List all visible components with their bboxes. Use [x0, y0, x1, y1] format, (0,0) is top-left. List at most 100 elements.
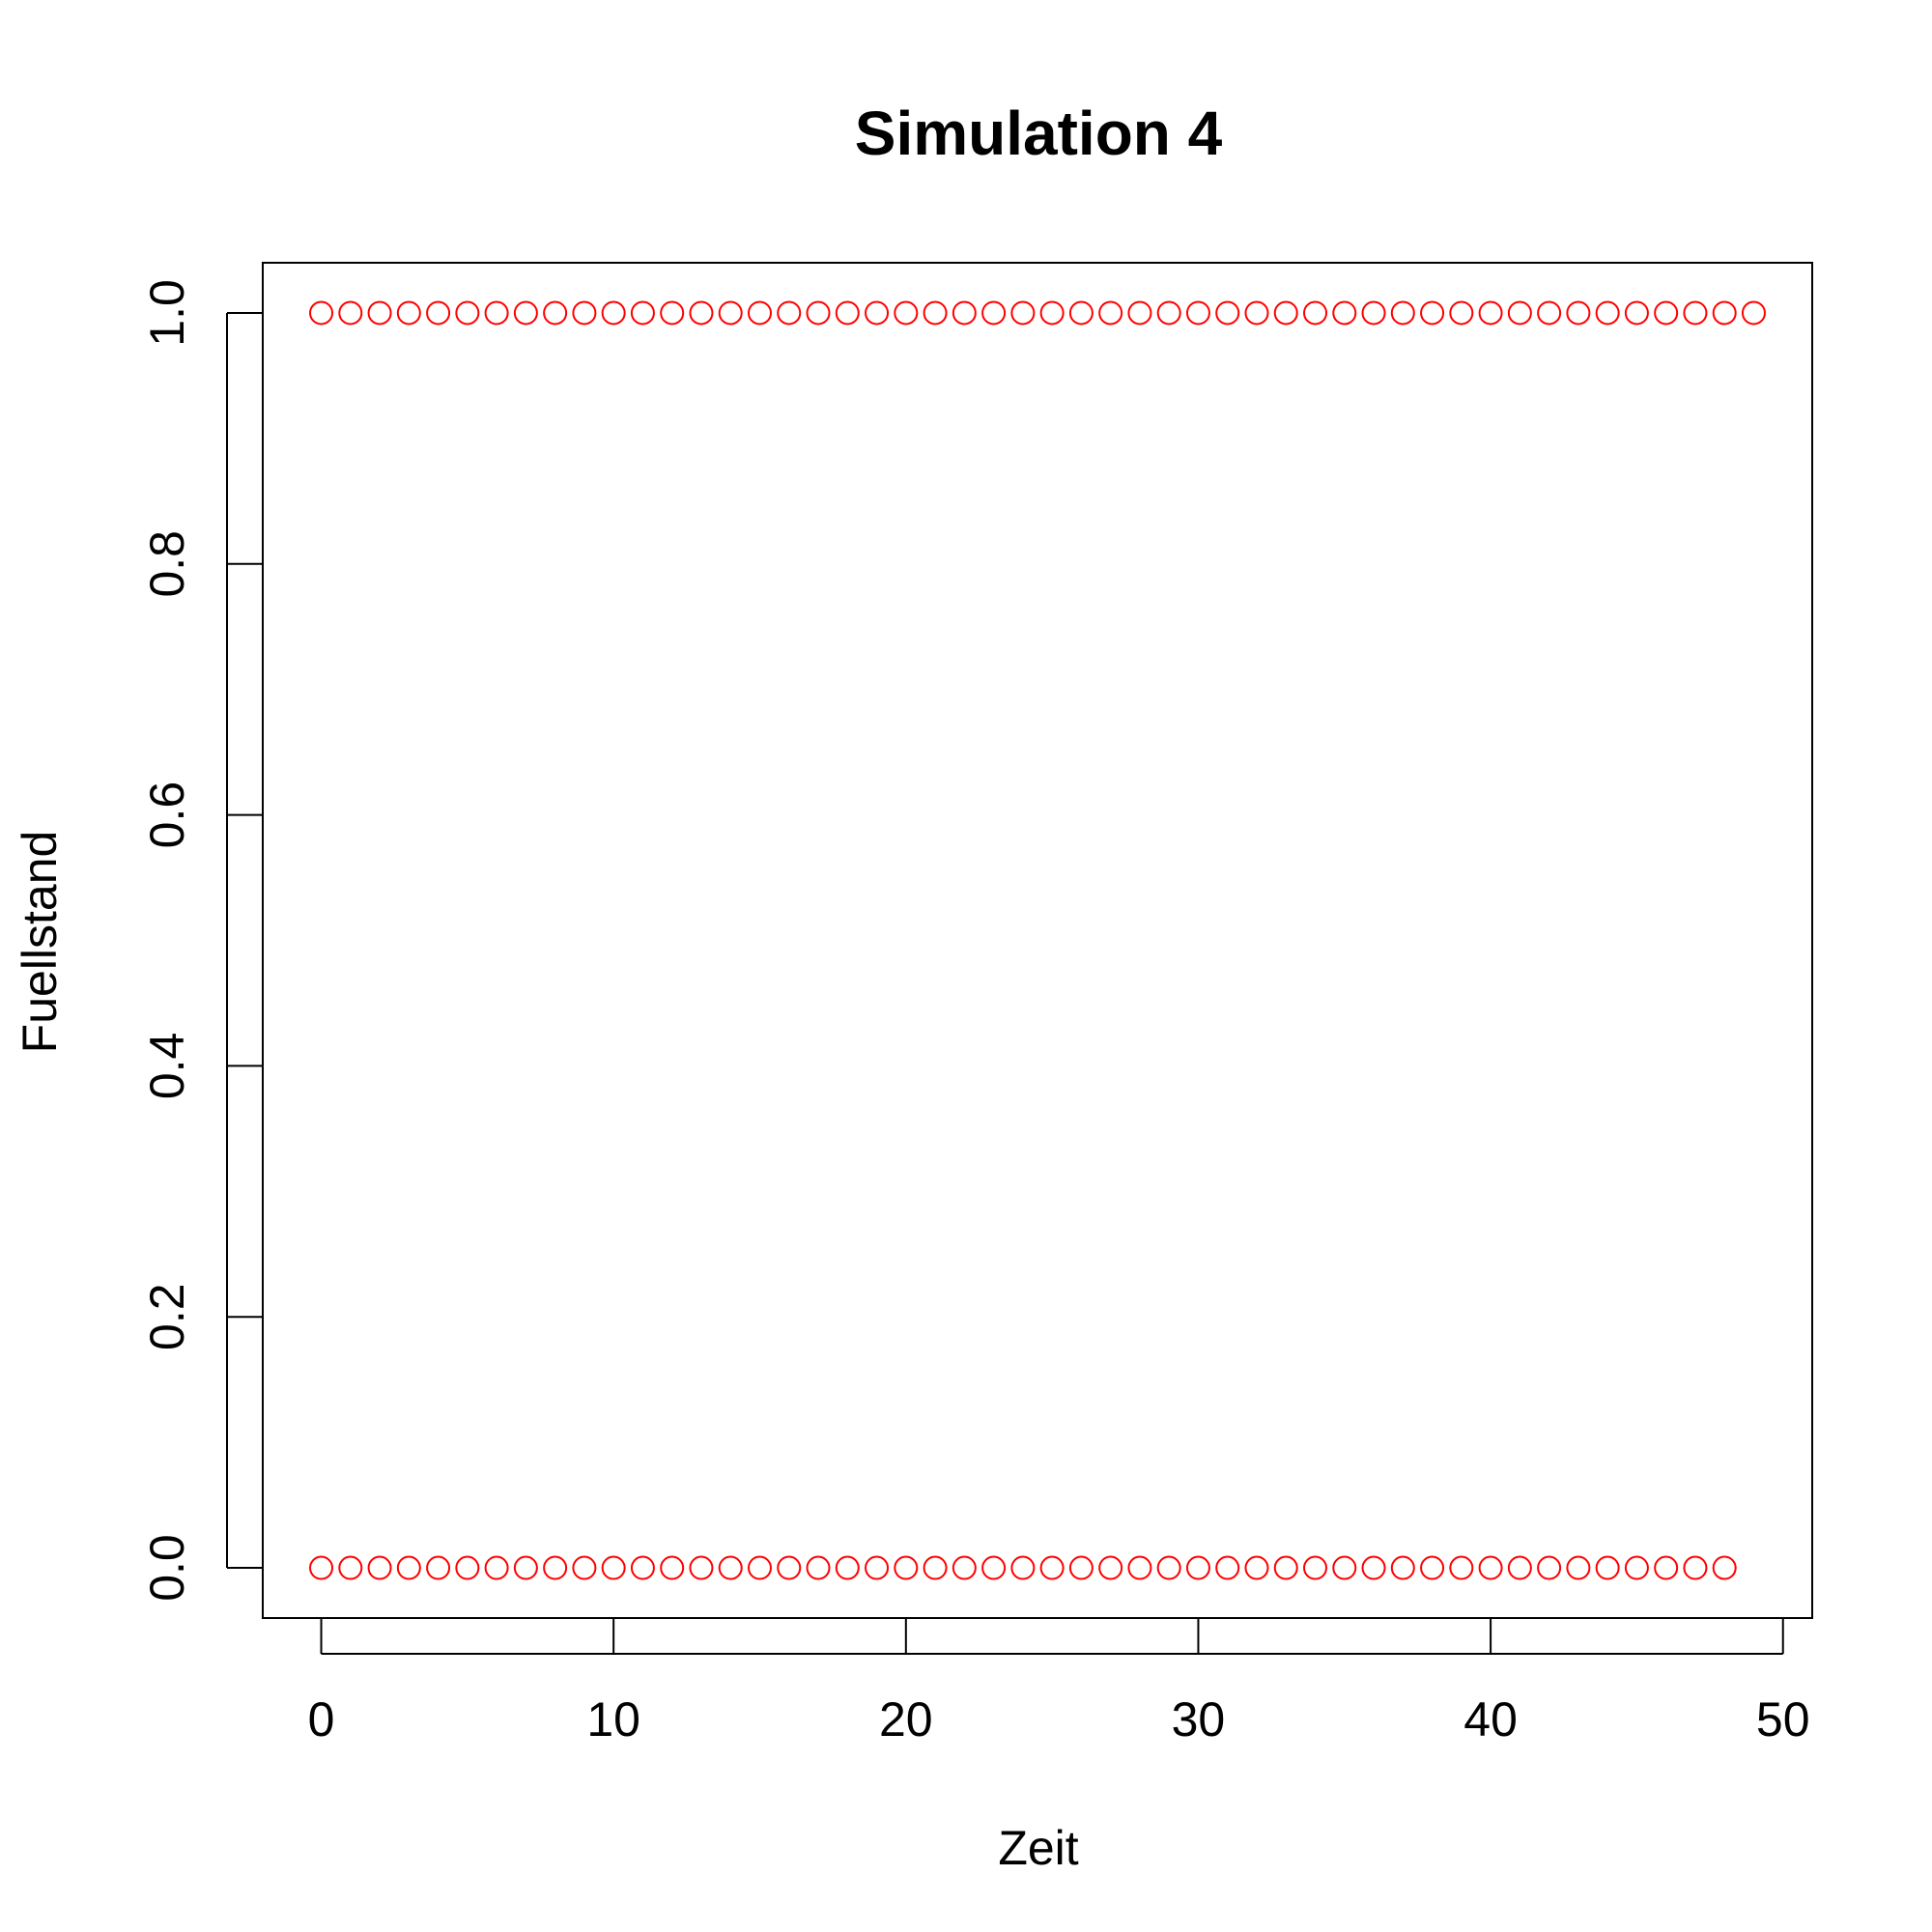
- data-point: [689, 1555, 714, 1580]
- data-point: [367, 300, 392, 326]
- data-point: [894, 1555, 919, 1580]
- data-point: [865, 1555, 890, 1580]
- plot-frame: [262, 262, 1813, 1619]
- y-axis: 0.0 0.2 0.4 0.6 0.8 1.0: [140, 279, 263, 1602]
- data-point: [1068, 300, 1094, 326]
- data-point: [1449, 300, 1474, 326]
- data-point: [338, 1555, 363, 1580]
- data-point: [952, 1555, 977, 1580]
- data-point: [981, 300, 1007, 326]
- data-point: [367, 1555, 392, 1580]
- x-tick-label: 20: [879, 1692, 933, 1747]
- data-point: [923, 300, 948, 326]
- data-point: [513, 300, 538, 326]
- data-point: [865, 300, 890, 326]
- data-point: [1303, 300, 1328, 326]
- data-point: [806, 1555, 831, 1580]
- data-point: [572, 300, 597, 326]
- data-point: [981, 1555, 1007, 1580]
- data-point: [777, 1555, 802, 1580]
- data-point: [835, 1555, 860, 1580]
- data-point: [572, 1555, 597, 1580]
- data-point: [1420, 1555, 1445, 1580]
- data-point: [1332, 1555, 1357, 1580]
- x-tick-label: 0: [308, 1692, 335, 1747]
- data-point: [396, 300, 421, 326]
- data-point: [1185, 1555, 1210, 1580]
- data-point: [309, 300, 334, 326]
- data-point: [660, 1555, 685, 1580]
- data-point: [1566, 300, 1591, 326]
- data-point: [1039, 300, 1065, 326]
- y-tick-label: 0.6: [140, 781, 194, 849]
- data-point: [1010, 1555, 1036, 1580]
- data-point: [1390, 300, 1415, 326]
- data-point: [1390, 1555, 1415, 1580]
- data-point: [1683, 300, 1708, 326]
- data-point: [484, 1555, 509, 1580]
- data-point: [455, 300, 480, 326]
- data-point: [1449, 1555, 1474, 1580]
- data-point: [338, 300, 363, 326]
- data-point: [1068, 1555, 1094, 1580]
- x-tick-label: 50: [1756, 1692, 1810, 1747]
- data-point: [1507, 300, 1532, 326]
- data-point: [484, 300, 509, 326]
- data-point: [1273, 300, 1298, 326]
- y-tick-label: 1.0: [140, 279, 194, 347]
- data-points: [309, 300, 1766, 1580]
- data-point: [513, 1555, 538, 1580]
- data-point: [1244, 300, 1269, 326]
- data-point: [601, 1555, 626, 1580]
- data-point: [543, 300, 568, 326]
- data-point: [718, 300, 743, 326]
- data-point: [689, 300, 714, 326]
- data-point: [1741, 300, 1766, 326]
- data-point: [1595, 1555, 1620, 1580]
- data-point: [543, 1555, 568, 1580]
- data-point: [1507, 1555, 1532, 1580]
- data-point: [1010, 300, 1036, 326]
- data-point: [1595, 300, 1620, 326]
- data-point: [1712, 1555, 1737, 1580]
- data-point: [1332, 300, 1357, 326]
- data-point: [426, 1555, 451, 1580]
- x-tick-label: 30: [1172, 1692, 1226, 1747]
- data-point: [1039, 1555, 1065, 1580]
- data-point: [396, 1555, 421, 1580]
- data-point: [777, 300, 802, 326]
- data-point: [952, 300, 977, 326]
- data-point: [630, 1555, 655, 1580]
- y-tick-label: 0.0: [140, 1534, 194, 1602]
- data-point: [1215, 1555, 1240, 1580]
- data-point: [1624, 300, 1649, 326]
- data-point: [923, 1555, 948, 1580]
- data-point: [1303, 1555, 1328, 1580]
- data-point: [1156, 1555, 1181, 1580]
- x-axis-label: Zeit: [998, 1821, 1078, 1875]
- data-point: [630, 300, 655, 326]
- data-point: [1420, 300, 1445, 326]
- data-point: [1566, 1555, 1591, 1580]
- data-point: [1478, 300, 1503, 326]
- data-point: [1361, 1555, 1386, 1580]
- chart-title: Simulation 4: [855, 99, 1223, 168]
- data-point: [747, 300, 772, 326]
- data-point: [601, 300, 626, 326]
- data-point: [1244, 1555, 1269, 1580]
- data-point: [1537, 300, 1562, 326]
- data-point: [1098, 300, 1123, 326]
- data-point: [1098, 1555, 1123, 1580]
- data-point: [1185, 300, 1210, 326]
- data-point: [747, 1555, 772, 1580]
- data-point: [1127, 300, 1152, 326]
- data-point: [455, 1555, 480, 1580]
- data-point: [894, 300, 919, 326]
- y-axis-label: Fuellstand: [13, 831, 67, 1054]
- x-axis: 0 10 20 30 40 50: [308, 1617, 1810, 1747]
- data-point: [1215, 300, 1240, 326]
- data-point: [309, 1555, 334, 1580]
- x-tick-label: 40: [1463, 1692, 1518, 1747]
- data-point: [426, 300, 451, 326]
